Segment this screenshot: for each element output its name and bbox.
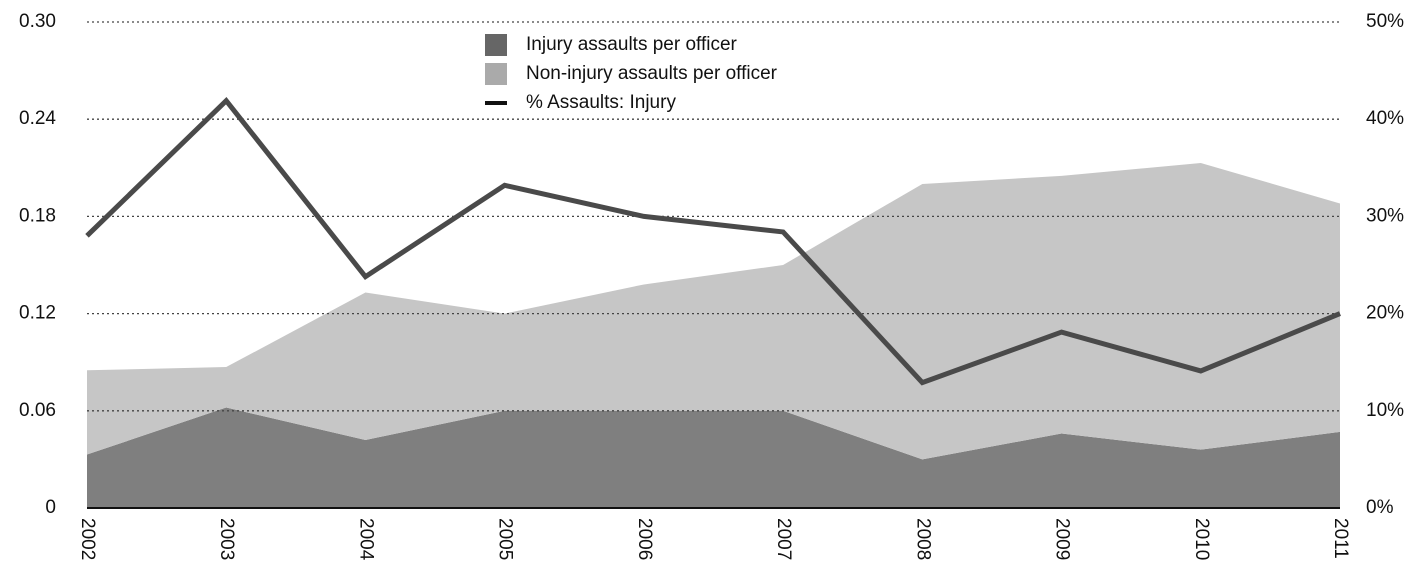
x-tick-label: 2002	[77, 518, 98, 560]
area	[87, 162, 1340, 460]
x-tick-label: 2005	[495, 518, 516, 560]
y2-tick-label: 50%	[1366, 11, 1404, 32]
legend-swatch	[485, 34, 507, 56]
x-tick-label: 2007	[773, 518, 794, 560]
y-tick-label: 0	[45, 497, 56, 518]
y2-tick-label: 20%	[1366, 303, 1404, 324]
y2-tick-label: 30%	[1366, 205, 1404, 226]
x-tick-label: 2004	[355, 518, 376, 561]
legend-swatch	[485, 101, 507, 105]
y-tick-label: 0.18	[19, 205, 56, 226]
y-tick-label: 0.30	[19, 11, 56, 32]
x-tick-label: 2010	[1191, 518, 1212, 560]
x-tick-label: 2009	[1052, 518, 1073, 560]
legend-swatch	[485, 63, 507, 85]
legend-label: % Assaults: Injury	[526, 92, 676, 113]
y2-tick-label: 10%	[1366, 400, 1404, 421]
x-tick-label: 2008	[912, 518, 933, 560]
x-tick-label: 2006	[634, 518, 655, 560]
legend-label: Injury assaults per officer	[526, 34, 738, 55]
y-tick-label: 0.24	[19, 108, 56, 129]
area	[87, 407, 1340, 508]
y-tick-label: 0.06	[19, 400, 56, 421]
line	[85, 97, 1341, 386]
y-tick-label: 0.12	[19, 303, 56, 324]
y2-tick-label: 40%	[1366, 108, 1404, 129]
y2-tick-label: 0%	[1366, 497, 1394, 518]
x-tick-label: 2003	[216, 518, 237, 560]
x-tick-label: 2011	[1330, 518, 1351, 559]
legend-label: Non-injury assaults per officer	[526, 63, 778, 84]
